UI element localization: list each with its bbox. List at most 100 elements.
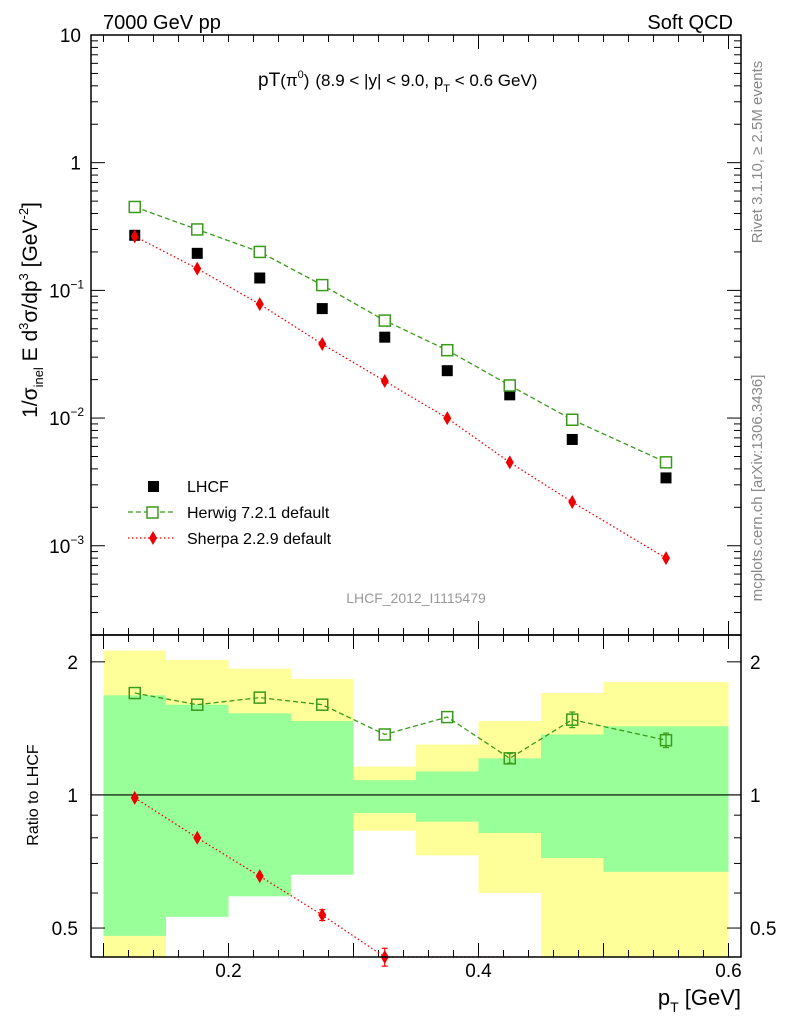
ratio-series	[128, 686, 673, 967]
main-point-herwig-5	[441, 343, 454, 357]
main-point-lhcf-1	[191, 247, 203, 259]
mcplots-label: mcplots.cern.ch [arXiv:1306.3436]	[749, 375, 766, 602]
main-ytick-label-3: 10−2	[49, 405, 84, 430]
main-ytick-label-0: 10	[60, 26, 81, 47]
ratio-point-herwig-0	[128, 686, 141, 700]
ratio-ytick-label-right-1: 1	[750, 786, 761, 807]
ratio-point-herwig-1	[191, 698, 204, 711]
ylabel-c: σ/dp	[19, 280, 42, 322]
main-point-lhcf-4	[379, 331, 391, 343]
band-inner-8	[603, 726, 729, 872]
main-point-sherpa-5	[443, 411, 452, 426]
title-cuts-sub: T	[443, 83, 450, 95]
plot-title: pT(π0) (8.9 < |y| < 9.0, pT < 0.6 GeV)	[258, 69, 537, 95]
title-cuts-end: < 0.6 GeV)	[450, 71, 537, 90]
ratio-point-herwig-3	[316, 698, 329, 711]
ratio-line-0	[134, 692, 667, 760]
ratio-point-herwig-8	[659, 733, 673, 747]
ratio-y-label: Ratio to LHCF	[25, 744, 42, 846]
main-point-herwig-8	[659, 456, 673, 469]
main-point-sherpa-0	[130, 229, 139, 244]
main-point-sherpa-2	[255, 297, 264, 312]
ylabel-b-sup: 3	[16, 323, 31, 330]
main-ytick-label-4: 10−3	[49, 533, 84, 558]
main-point-lhcf-2	[254, 272, 266, 284]
ratio-point-sherpa-1	[193, 830, 202, 845]
x-tick-label-0: 0.2	[215, 961, 241, 982]
main-point-lhcf-6	[504, 389, 516, 401]
band-inner-2	[228, 713, 291, 897]
main-point-lhcf-8	[660, 472, 672, 484]
ratio-ytick-label-left-1: 1	[67, 786, 78, 807]
main-line-1	[134, 206, 667, 463]
legend-marker-lhcf	[148, 481, 159, 492]
main-point-sherpa-3	[318, 337, 327, 352]
main-point-lhcf-7	[566, 433, 578, 445]
legend-label-lhcf: LHCF	[187, 479, 229, 496]
main-ytick-base: 10	[49, 281, 70, 302]
main-point-herwig-6	[503, 379, 516, 392]
ratio-ytick-label-right-2: 0.5	[750, 919, 776, 940]
band-inner-7	[541, 734, 604, 859]
ratio-point-herwig-2	[253, 691, 266, 704]
xlabel-sub: T	[670, 999, 679, 1015]
ylabel-b: E d	[19, 330, 42, 367]
ratio-point-herwig-6	[503, 752, 516, 765]
rivet-label: Rivet 3.1.10, ≥ 2.5M events	[749, 61, 766, 244]
ratio-point-herwig-7	[566, 713, 579, 726]
ratio-plot-frame	[90, 634, 742, 958]
main-point-sherpa-1	[193, 261, 202, 276]
main-ytick-exp: −1	[70, 277, 84, 291]
x-tick-label-2: 0.6	[715, 961, 741, 982]
main-ytick-exp: −3	[70, 533, 84, 547]
main-point-sherpa-7	[568, 495, 577, 510]
band-inner-4	[353, 780, 416, 814]
ylabel-a: 1/σ	[19, 387, 42, 418]
title-particle-sup: 0	[298, 69, 304, 81]
band-inner-1	[166, 704, 229, 917]
ratio-axis-ticks: 2 2 1 1 0.5 0.5 0.2 0.4 0.6	[52, 635, 776, 982]
main-ytick-label-2: 10−1	[49, 277, 84, 302]
ylabel-d-sup: -2	[16, 208, 31, 220]
analysis-watermark: LHCF_2012_I1115479	[346, 590, 486, 606]
ylabel-c-sup: 3	[16, 273, 31, 280]
main-point-herwig-7	[566, 413, 579, 427]
main-point-herwig-1	[191, 223, 204, 236]
band-inner-6	[478, 758, 541, 834]
main-point-herwig-3	[316, 278, 329, 292]
legend-marker-herwig	[146, 506, 159, 519]
main-y-label: 1/σinel E d3σ/dp3 [GeV-2]	[16, 202, 46, 418]
legend-label-herwig: Herwig 7.2.1 default	[187, 505, 330, 522]
legend-marker-sherpa	[149, 531, 157, 545]
ratio-point-sherpa-0	[130, 790, 139, 805]
ylabel-e: ]	[19, 202, 42, 208]
main-point-herwig-0	[128, 200, 141, 214]
x-tick-label-1: 0.4	[465, 961, 492, 982]
title-cuts: (8.9 < |y| < 9.0, p	[315, 71, 443, 90]
x-axis-label: pT [GeV]	[658, 985, 741, 1015]
main-point-lhcf-5	[441, 365, 453, 377]
title-particle-close: )	[304, 71, 310, 90]
main-point-herwig-4	[378, 314, 391, 327]
title-main: pT	[258, 70, 281, 91]
ratio-bands	[103, 650, 729, 957]
ylabel-d: [GeV	[19, 219, 42, 273]
ratio-point-sherpa-2	[255, 869, 264, 884]
main-point-herwig-2	[253, 245, 266, 259]
main-ytick-base: 10	[49, 409, 70, 430]
main-ytick-label-1: 1	[70, 154, 81, 175]
main-ytick-base: 10	[49, 537, 70, 558]
ratio-point-herwig-4	[378, 728, 391, 741]
ratio-ytick-label-right-0: 2	[750, 653, 761, 674]
xlabel-p: p	[658, 985, 670, 1010]
ratio-point-sherpa-3	[318, 908, 327, 923]
ratio-point-herwig-5	[441, 710, 454, 724]
ylabel-a-sub: inel	[31, 367, 46, 387]
legend-label-sherpa: Sherpa 2.2.9 default	[187, 531, 332, 548]
main-point-sherpa-4	[380, 374, 389, 389]
main-point-sherpa-6	[505, 455, 514, 470]
ratio-ytick-label-left-0: 2	[67, 653, 78, 674]
xlabel-unit: [GeV]	[679, 985, 741, 1010]
legend: LHCF Herwig 7.2.1 default Sherpa 2.2.9 d…	[128, 479, 332, 548]
